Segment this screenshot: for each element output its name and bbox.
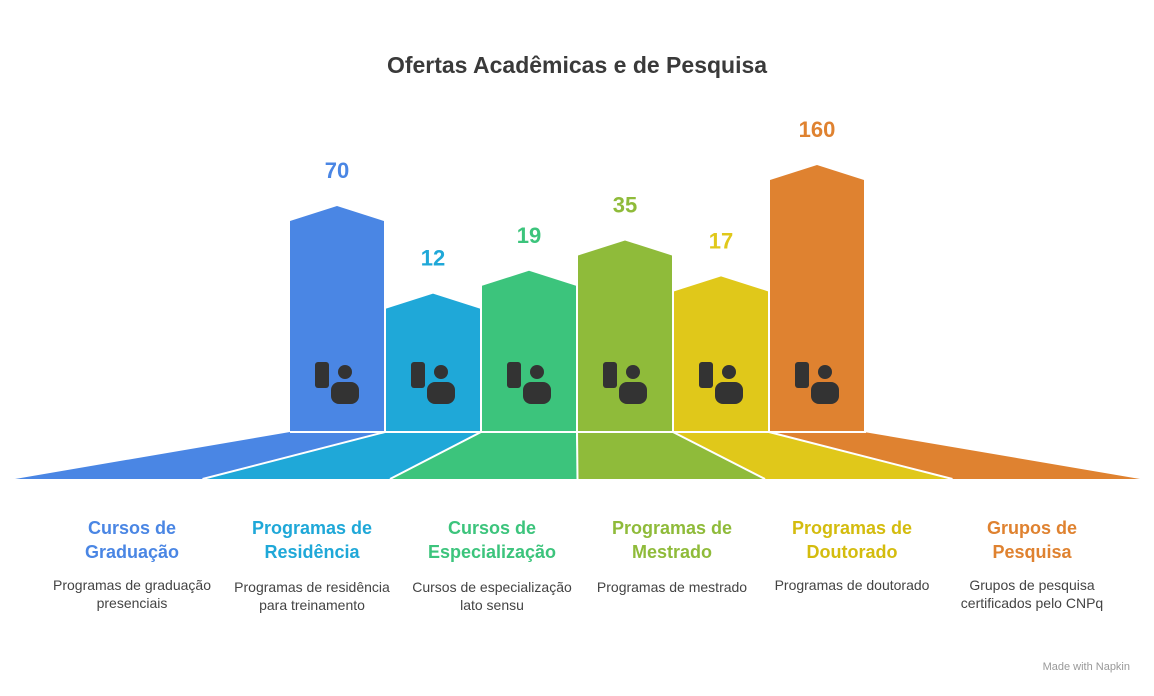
icon-head bbox=[626, 365, 640, 379]
bar bbox=[770, 165, 864, 432]
icon-body bbox=[427, 382, 455, 404]
icon-shape bbox=[315, 362, 329, 388]
category-label: Cursos de Graduação bbox=[84, 518, 180, 562]
icon-head bbox=[530, 365, 544, 379]
icon-body bbox=[331, 382, 359, 404]
icon bbox=[507, 362, 551, 404]
icon-head bbox=[818, 365, 832, 379]
value-label: 70 bbox=[325, 158, 349, 183]
icon bbox=[411, 362, 455, 404]
category-description: Programas de doutorado bbox=[774, 577, 930, 593]
floor-segment bbox=[390, 432, 578, 479]
icon-head bbox=[722, 365, 736, 379]
icon-shape bbox=[411, 362, 425, 388]
floor-divider bbox=[672, 431, 766, 480]
icon-head bbox=[338, 365, 352, 379]
value-label: 35 bbox=[613, 192, 637, 217]
floor-segment bbox=[15, 432, 384, 479]
bar bbox=[674, 276, 768, 432]
value-label: 17 bbox=[709, 228, 733, 253]
icon-shape bbox=[507, 362, 521, 388]
value-label: 160 bbox=[799, 117, 836, 142]
category-label: Programas de Doutorado bbox=[791, 518, 913, 562]
chart-title: Ofertas Acadêmicas e de Pesquisa bbox=[386, 52, 768, 78]
bar bbox=[386, 293, 480, 432]
icon bbox=[603, 362, 647, 404]
category-label: Grupos de Pesquisa bbox=[986, 518, 1077, 562]
icon-shape bbox=[603, 362, 617, 388]
floor-divider bbox=[202, 431, 386, 480]
footer: Made with Napkin bbox=[1042, 661, 1130, 673]
category-description: Cursos de especialização lato sensu bbox=[412, 579, 572, 613]
floor-segment bbox=[577, 432, 765, 479]
floor-divider bbox=[576, 431, 579, 480]
floor-divider bbox=[768, 431, 953, 480]
bar bbox=[578, 240, 672, 432]
category-description: Programas de mestrado bbox=[596, 579, 748, 595]
bar bbox=[482, 270, 576, 432]
icon-body bbox=[715, 382, 743, 404]
floor-divider bbox=[389, 431, 482, 480]
value-label: 19 bbox=[517, 223, 541, 248]
icon bbox=[699, 362, 743, 404]
category-label: Programas de Residência bbox=[251, 518, 373, 562]
category-description: Programas de residência para treinamento bbox=[234, 579, 390, 613]
floor-segment bbox=[770, 432, 1140, 479]
icon-body bbox=[619, 382, 647, 404]
icon bbox=[315, 362, 359, 404]
value-label: 12 bbox=[421, 246, 445, 271]
icon-body bbox=[523, 382, 551, 404]
icon-shape bbox=[795, 362, 809, 388]
category-description: Programas de graduação presenciais bbox=[53, 577, 211, 611]
category-description: Grupos de pesquisa certificados pelo CNP… bbox=[960, 577, 1104, 611]
category-label: Programas de Mestrado bbox=[611, 518, 733, 562]
category-label: Cursos de Especialização bbox=[427, 518, 557, 562]
bar bbox=[290, 206, 384, 432]
icon-shape bbox=[699, 362, 713, 388]
icon-body bbox=[811, 382, 839, 404]
icon-head bbox=[434, 365, 448, 379]
icon bbox=[795, 362, 839, 404]
